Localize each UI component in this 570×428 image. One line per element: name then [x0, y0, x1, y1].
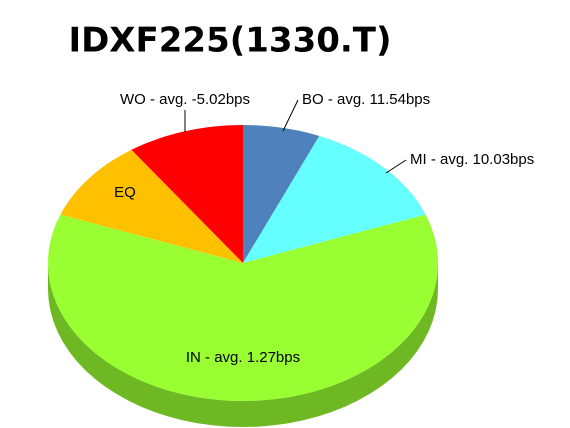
pie-slice	[60, 149, 244, 263]
leader-line	[282, 99, 299, 132]
chart-title: IDXF225(1330.T)	[68, 21, 391, 61]
pie-slice	[243, 125, 320, 263]
slice-label: EQ	[114, 184, 136, 201]
pie-side-shade	[48, 263, 438, 427]
pie-side	[48, 263, 438, 427]
leader-line	[385, 159, 407, 174]
slice-label: IN - avg. 1.27bps	[186, 349, 300, 366]
pie-slice	[243, 136, 426, 263]
slice-label: WO - avg. -5.02bps	[120, 91, 250, 108]
pie-slice	[131, 125, 243, 263]
slice-label: MI - avg. 10.03bps	[410, 151, 534, 168]
slice-label: BO - avg. 11.54bps	[302, 91, 430, 108]
pie-slice	[48, 214, 438, 401]
